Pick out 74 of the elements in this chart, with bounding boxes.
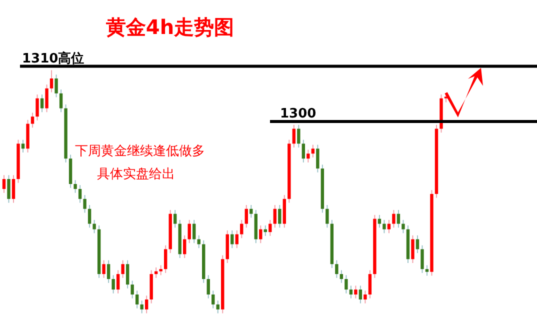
candlestick (416, 234, 420, 254)
candlestick (7, 174, 10, 204)
candlestick (206, 274, 210, 299)
candlestick (2, 174, 6, 194)
candlestick (250, 204, 253, 218)
candlestick (273, 204, 277, 228)
candlestick (126, 260, 130, 289)
candlestick (12, 174, 16, 204)
candlestick (112, 274, 115, 294)
candlestick (240, 219, 244, 239)
candlestick (192, 219, 196, 244)
candlestick (230, 230, 234, 249)
candlestick (188, 219, 191, 244)
candlestick (59, 89, 63, 113)
candlestick (340, 270, 344, 284)
candlestick (74, 180, 77, 194)
candlestick (349, 285, 353, 299)
candlestick (212, 290, 215, 309)
candlestick (292, 124, 296, 148)
candlestick (392, 209, 396, 228)
candlestick (54, 74, 58, 98)
candlestick (88, 204, 92, 228)
candlestick (30, 112, 34, 128)
candlestick (354, 285, 358, 299)
candlestick (92, 219, 96, 234)
candlestick (411, 234, 414, 264)
candlestick (396, 209, 400, 228)
candlestick (173, 209, 177, 228)
candlestick (368, 270, 372, 299)
candlestick (358, 285, 362, 304)
candlestick (106, 260, 110, 284)
candlestick (130, 280, 134, 299)
ref-line-label: 1310高位 (22, 50, 84, 66)
candlestick (216, 300, 220, 314)
candlestick (83, 194, 86, 214)
candlestick (425, 264, 429, 276)
candlestick (297, 124, 300, 148)
candlestick (302, 139, 306, 163)
candlestick (244, 204, 248, 228)
candlestick (159, 264, 162, 276)
candlestick (40, 94, 44, 113)
candlestick (387, 219, 391, 234)
candlestick (306, 149, 310, 163)
candlestick (164, 244, 168, 274)
candlestick (311, 144, 315, 158)
candlestick (278, 204, 282, 228)
candlestick (78, 184, 82, 204)
candlestick (121, 260, 124, 278)
candlestick (183, 234, 186, 259)
candlestick (316, 144, 320, 173)
candlestick (135, 290, 139, 309)
candlestick (378, 214, 382, 228)
candlestick (344, 274, 348, 294)
candlestick (420, 244, 424, 274)
annotation: 具体实盘给出 (97, 167, 175, 182)
candlestick (364, 290, 367, 304)
candlestick (402, 219, 405, 234)
candlestick (102, 260, 106, 278)
candlestick (259, 224, 262, 244)
candlestick (326, 204, 329, 228)
annotation: 下周黄金继续逢低做多 (75, 144, 205, 159)
candlestick (144, 295, 148, 314)
candlestick (382, 219, 386, 234)
candlestick (235, 230, 238, 249)
text: 黄金4h走势图 (104, 15, 234, 39)
candlestick (140, 300, 144, 314)
candlestick (268, 219, 272, 236)
candlestick (45, 84, 48, 113)
candlestick (335, 260, 338, 278)
candlestick (21, 139, 25, 153)
ref-line-label: 1300 (280, 106, 316, 122)
candlestick (50, 70, 54, 93)
candlestick (36, 94, 39, 121)
candlestick (116, 270, 120, 294)
